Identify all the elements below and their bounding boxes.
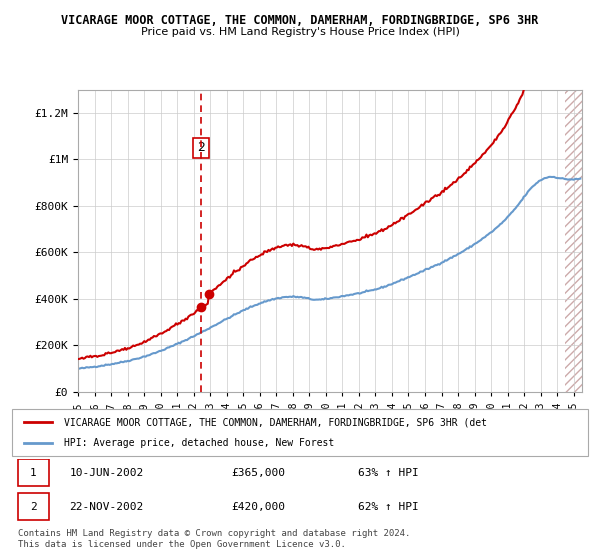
Text: 2: 2 <box>197 141 205 154</box>
Text: Contains HM Land Registry data © Crown copyright and database right 2024.
This d: Contains HM Land Registry data © Crown c… <box>18 529 410 549</box>
FancyBboxPatch shape <box>12 409 588 456</box>
Text: £420,000: £420,000 <box>231 502 285 512</box>
Text: 63% ↑ HPI: 63% ↑ HPI <box>358 468 418 478</box>
Text: HPI: Average price, detached house, New Forest: HPI: Average price, detached house, New … <box>64 438 334 448</box>
Text: 62% ↑ HPI: 62% ↑ HPI <box>358 502 418 512</box>
Text: 1: 1 <box>30 468 37 478</box>
Text: 22-NOV-2002: 22-NOV-2002 <box>70 502 144 512</box>
Text: VICARAGE MOOR COTTAGE, THE COMMON, DAMERHAM, FORDINGBRIDGE, SP6 3HR (det: VICARAGE MOOR COTTAGE, THE COMMON, DAMER… <box>64 417 487 427</box>
Text: 2: 2 <box>30 502 37 512</box>
FancyBboxPatch shape <box>18 459 49 486</box>
Text: 10-JUN-2002: 10-JUN-2002 <box>70 468 144 478</box>
Text: Price paid vs. HM Land Registry's House Price Index (HPI): Price paid vs. HM Land Registry's House … <box>140 27 460 37</box>
FancyBboxPatch shape <box>18 493 49 520</box>
Text: £365,000: £365,000 <box>231 468 285 478</box>
Text: VICARAGE MOOR COTTAGE, THE COMMON, DAMERHAM, FORDINGBRIDGE, SP6 3HR: VICARAGE MOOR COTTAGE, THE COMMON, DAMER… <box>61 14 539 27</box>
Bar <box>565 90 582 392</box>
